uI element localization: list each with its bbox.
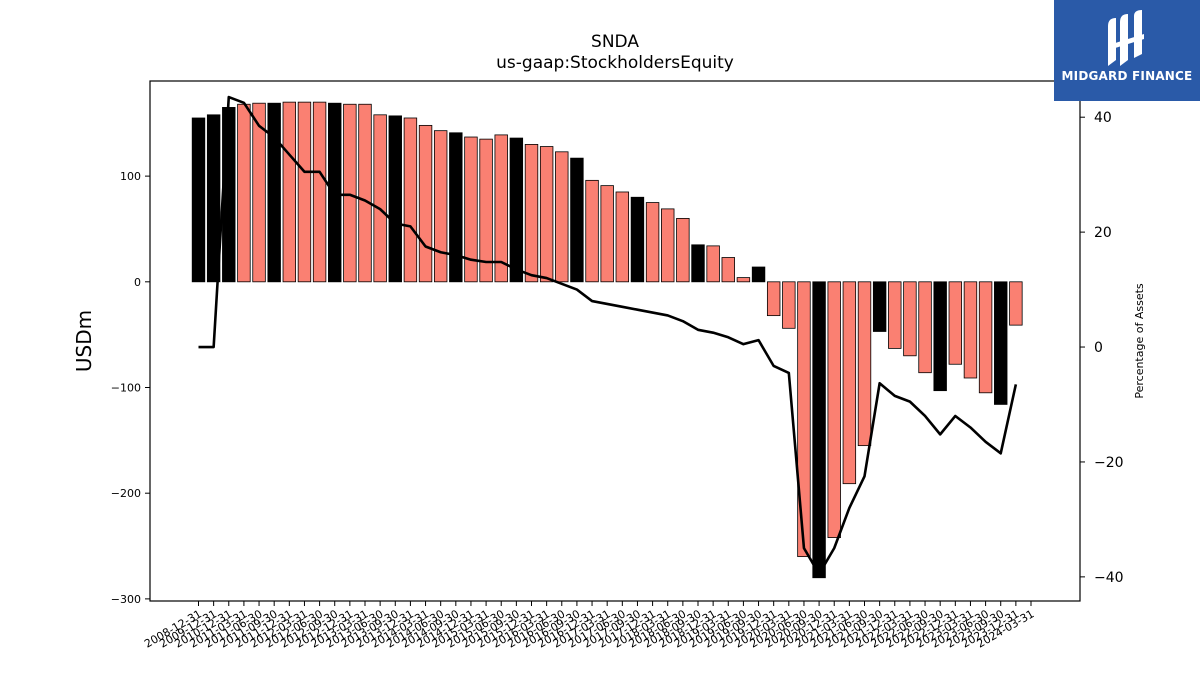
bar (222, 107, 236, 283)
percentage-of-assets-line (198, 95, 1018, 576)
chart-title: SNDA (591, 32, 639, 52)
bar (661, 208, 675, 283)
bar (464, 136, 478, 283)
bar (857, 281, 872, 447)
bar (994, 281, 1008, 405)
bar (206, 114, 221, 283)
bar (237, 103, 251, 283)
bar (570, 157, 584, 283)
y-tick-label: −100 (111, 382, 141, 395)
y2-tick-label: −40 (1094, 570, 1124, 586)
bar (539, 146, 554, 283)
plot-frame (149, 80, 1081, 602)
bar (600, 185, 614, 283)
bar (191, 117, 206, 283)
bar (872, 281, 887, 332)
y-tick-label: −200 (111, 487, 141, 500)
logo-text: MIDGARD FINANCE (1061, 69, 1193, 83)
bar (751, 266, 766, 283)
bar (933, 281, 947, 392)
bar (615, 191, 630, 283)
bar (903, 281, 917, 357)
y2-axis-label: Percentage of Assets (1133, 283, 1146, 399)
bar (403, 117, 418, 283)
midgard-logo-icon (1108, 10, 1144, 66)
bar (343, 103, 357, 283)
y-tick-label: −300 (111, 593, 141, 606)
bar (842, 281, 857, 485)
bar (645, 202, 660, 283)
bar (978, 281, 993, 394)
bar (706, 245, 720, 283)
bar (766, 281, 781, 317)
bar (721, 257, 735, 283)
bar (585, 179, 599, 283)
bar (918, 281, 932, 374)
bar (449, 132, 463, 283)
bar (418, 124, 433, 283)
bar (797, 281, 811, 558)
bar (524, 144, 539, 283)
y2-tick-label: −20 (1094, 455, 1124, 471)
bar (691, 244, 705, 283)
bar (888, 281, 902, 349)
y-axis-label: USDm (72, 310, 96, 372)
bar (358, 103, 372, 283)
bar (555, 151, 569, 283)
bar (388, 115, 402, 283)
y2-tick-label: 40 (1094, 110, 1112, 126)
y-tick-label: 100 (120, 170, 141, 183)
chart-subtitle: us-gaap:StockholdersEquity (496, 53, 734, 73)
bar (267, 102, 281, 283)
bar (252, 102, 266, 283)
plot-area: −300−200−1000100−40−20020402008-12-31200… (72, 80, 1146, 651)
bar (827, 281, 841, 538)
bar (297, 101, 312, 283)
bar (782, 281, 796, 329)
bar (948, 281, 963, 365)
y2-tick-label: 0 (1094, 340, 1103, 356)
bar (312, 101, 327, 283)
bar (509, 137, 524, 283)
bar (494, 134, 508, 283)
bar (736, 277, 751, 283)
bar (373, 114, 387, 283)
midgard-finance-logo: MIDGARD FINANCE (1054, 0, 1200, 101)
bar (812, 281, 826, 579)
bar (282, 101, 297, 283)
bar (479, 138, 493, 283)
bar (1009, 281, 1023, 326)
y-tick-label: 0 (134, 276, 141, 289)
y2-tick-label: 20 (1094, 225, 1112, 241)
bar (433, 130, 448, 283)
bar (630, 196, 645, 283)
bar (676, 217, 690, 283)
bar (963, 281, 978, 379)
